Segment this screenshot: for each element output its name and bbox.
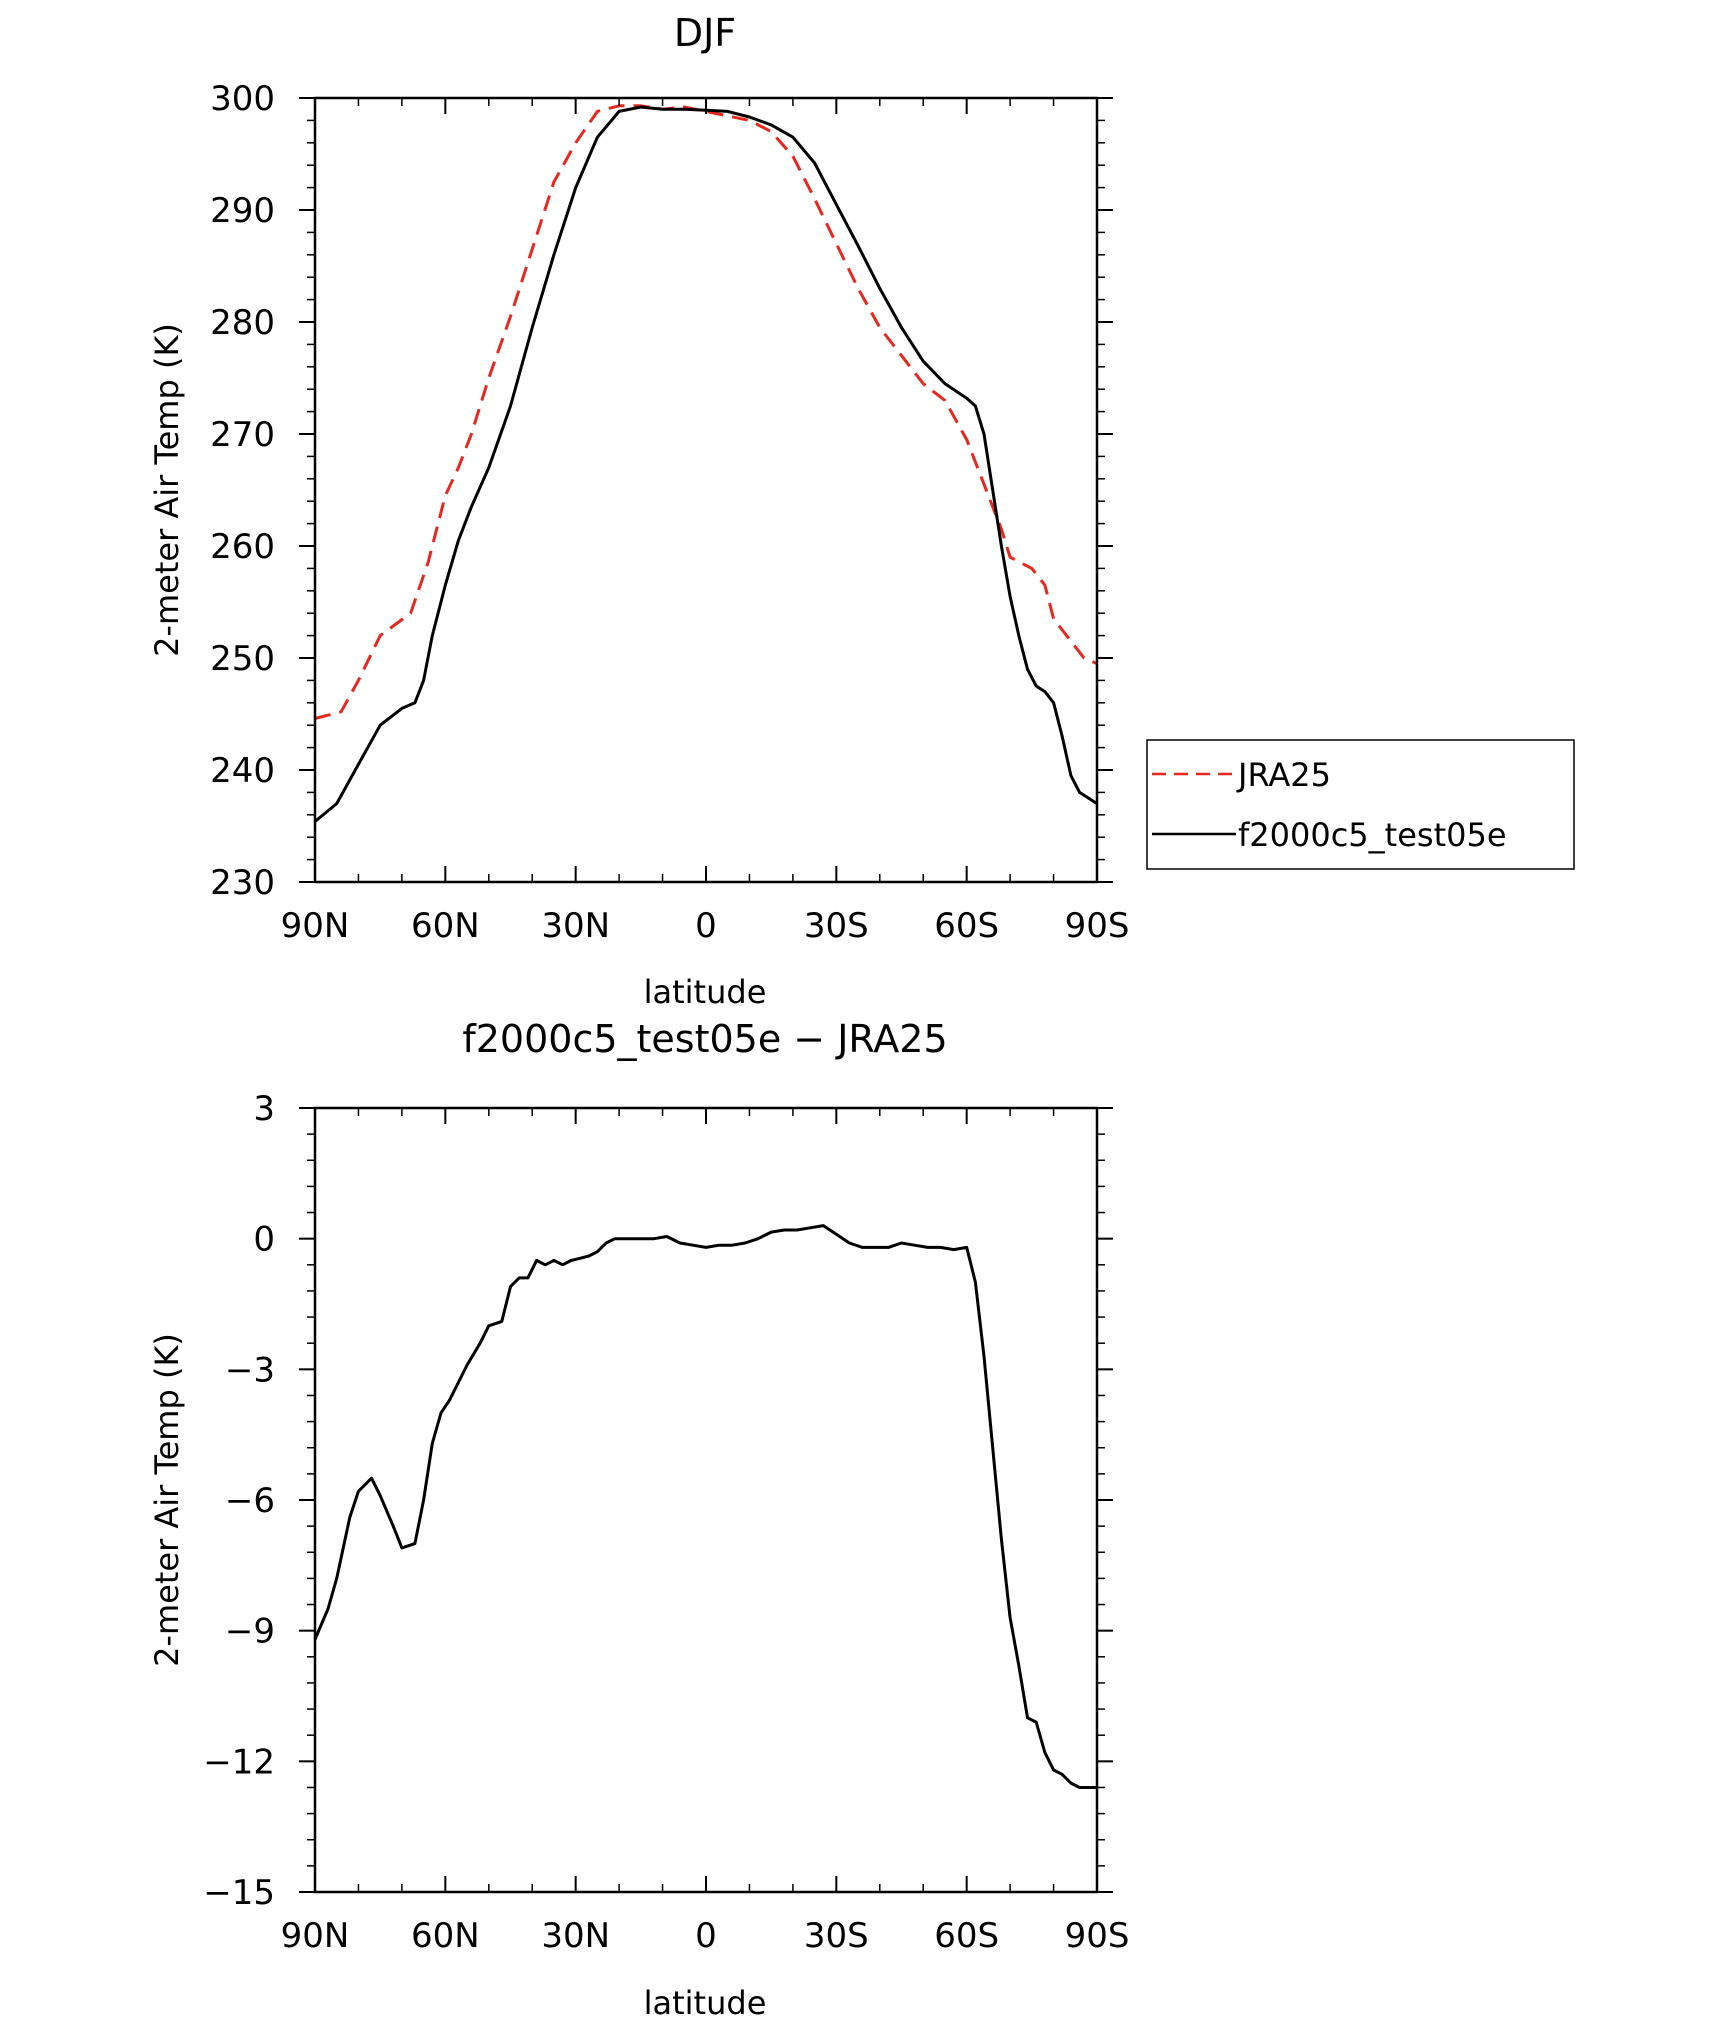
x-tick-label: 90S: [1065, 906, 1130, 946]
x-tick-label: 90N: [281, 906, 350, 946]
x-tick-label: 30N: [541, 1916, 610, 1956]
y-tick-label: 300: [210, 79, 275, 119]
y-tick-label: 240: [210, 751, 275, 791]
y-tick-label: 230: [210, 863, 275, 903]
y-tick-label: −3: [225, 1350, 275, 1390]
y-tick-label: 0: [253, 1220, 275, 1260]
y-tick-label: 3: [253, 1089, 275, 1129]
y-tick-label: 260: [210, 527, 275, 567]
x-axis-label: latitude: [644, 1984, 767, 2021]
difference-panel: f2000c5_test05e − JRA25 90N 60N 30N 0 30S 60S…: [148, 1017, 1129, 2021]
chart-title: DJF: [674, 11, 736, 55]
x-tick-label: 0: [695, 906, 717, 946]
djf-temperature-panel: DJF 90N 60N 30N 0 30S 60S 90S 230 240 250 260 270 28…: [148, 11, 1575, 1011]
x-axis-label: latitude: [644, 973, 767, 1011]
series-line-difference: [313, 1224, 1097, 1789]
x-tick-label: 0: [695, 1916, 717, 1956]
y-tick-label: −6: [225, 1481, 275, 1521]
y-tick-label: 250: [210, 639, 275, 679]
x-tick-label: 60N: [411, 1916, 480, 1956]
x-tick-label: 30S: [804, 906, 869, 946]
x-tick-label: 30N: [541, 906, 610, 946]
y-tick-label: −15: [203, 1873, 275, 1913]
x-tick-label: 30S: [804, 1916, 869, 1956]
legend: JRA25 f2000c5_test05e: [1146, 739, 1575, 870]
x-tick-label: 60S: [934, 906, 999, 946]
chart-title: f2000c5_test05e − JRA25: [462, 1017, 947, 1061]
x-tick-label: 60S: [934, 1916, 999, 1956]
y-tick-label: 270: [210, 415, 275, 455]
x-tick-label: 90S: [1065, 1916, 1130, 1956]
y-axis-label: 2-meter Air Temp (K): [148, 323, 186, 657]
plot-frame: [313, 96, 1099, 884]
x-tick-label: 60N: [411, 906, 480, 946]
y-tick-label: −12: [203, 1742, 275, 1782]
y-tick-label: 280: [210, 303, 275, 343]
y-tick-label: 290: [210, 191, 275, 231]
plot-frame: [313, 1106, 1099, 1894]
y-axis-label: 2-meter Air Temp (K): [148, 1333, 186, 1667]
legend-label-model: f2000c5_test05e: [1238, 816, 1507, 854]
series-line-f2000c5-test05e: [314, 105, 1098, 823]
legend-label-jra25: JRA25: [1236, 756, 1331, 794]
x-tick-label: 90N: [281, 1916, 350, 1956]
legend-box: [1146, 739, 1575, 870]
series-line-jra25: [314, 104, 1098, 720]
y-tick-label: −9: [225, 1612, 275, 1652]
